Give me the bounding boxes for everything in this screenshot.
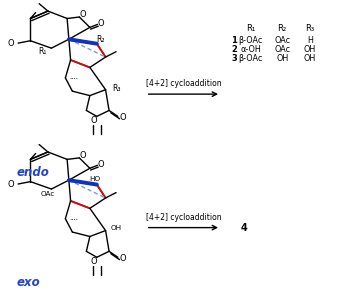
Text: [4+2] cycloaddition: [4+2] cycloaddition (146, 79, 221, 88)
Text: OH: OH (111, 225, 122, 231)
Text: O: O (97, 160, 104, 169)
Text: ....: .... (69, 74, 79, 80)
Text: OAc: OAc (274, 45, 290, 54)
Text: R₃: R₃ (305, 24, 314, 33)
Text: HO: HO (90, 176, 101, 182)
Text: 2: 2 (231, 45, 237, 54)
Text: O: O (120, 113, 126, 122)
Text: R₁: R₁ (39, 46, 47, 56)
Text: O: O (80, 10, 86, 19)
Text: OH: OH (304, 54, 316, 63)
Text: R₃: R₃ (112, 84, 120, 93)
Text: R₂: R₂ (278, 24, 287, 33)
Text: O: O (91, 257, 97, 266)
Text: R₁: R₁ (246, 24, 255, 33)
Text: O: O (97, 19, 104, 28)
Text: endo: endo (16, 166, 49, 179)
Text: OH: OH (276, 54, 288, 63)
Text: R₂: R₂ (96, 35, 105, 44)
Text: O: O (8, 39, 14, 48)
Text: OH: OH (304, 45, 316, 54)
Text: O: O (80, 151, 86, 160)
Text: ....: .... (69, 215, 79, 221)
Text: β-OAc: β-OAc (238, 54, 263, 63)
Text: OAc: OAc (41, 191, 55, 197)
Text: 3: 3 (231, 54, 237, 63)
Text: OAc: OAc (274, 36, 290, 45)
Text: O: O (91, 116, 97, 125)
Text: H: H (307, 36, 313, 45)
Text: β-OAc: β-OAc (238, 36, 263, 45)
Text: exo: exo (16, 276, 40, 289)
Text: [4+2] cycloaddition: [4+2] cycloaddition (146, 213, 221, 222)
Text: 1: 1 (231, 36, 237, 45)
Text: O: O (8, 179, 14, 189)
Text: O: O (120, 254, 126, 263)
Text: α-OH: α-OH (240, 45, 261, 54)
Text: 4: 4 (240, 223, 247, 233)
